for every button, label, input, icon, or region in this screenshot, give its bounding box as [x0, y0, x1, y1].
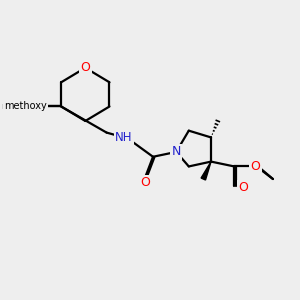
Text: O: O [140, 176, 150, 189]
Text: N: N [172, 146, 181, 158]
Text: O: O [32, 100, 42, 113]
Text: O: O [238, 181, 248, 194]
Text: NH: NH [115, 131, 133, 144]
Polygon shape [201, 162, 211, 180]
Text: O: O [250, 160, 260, 173]
Text: methoxy: methoxy [2, 102, 41, 111]
Text: O: O [80, 61, 90, 74]
Text: methoxy: methoxy [4, 101, 47, 112]
